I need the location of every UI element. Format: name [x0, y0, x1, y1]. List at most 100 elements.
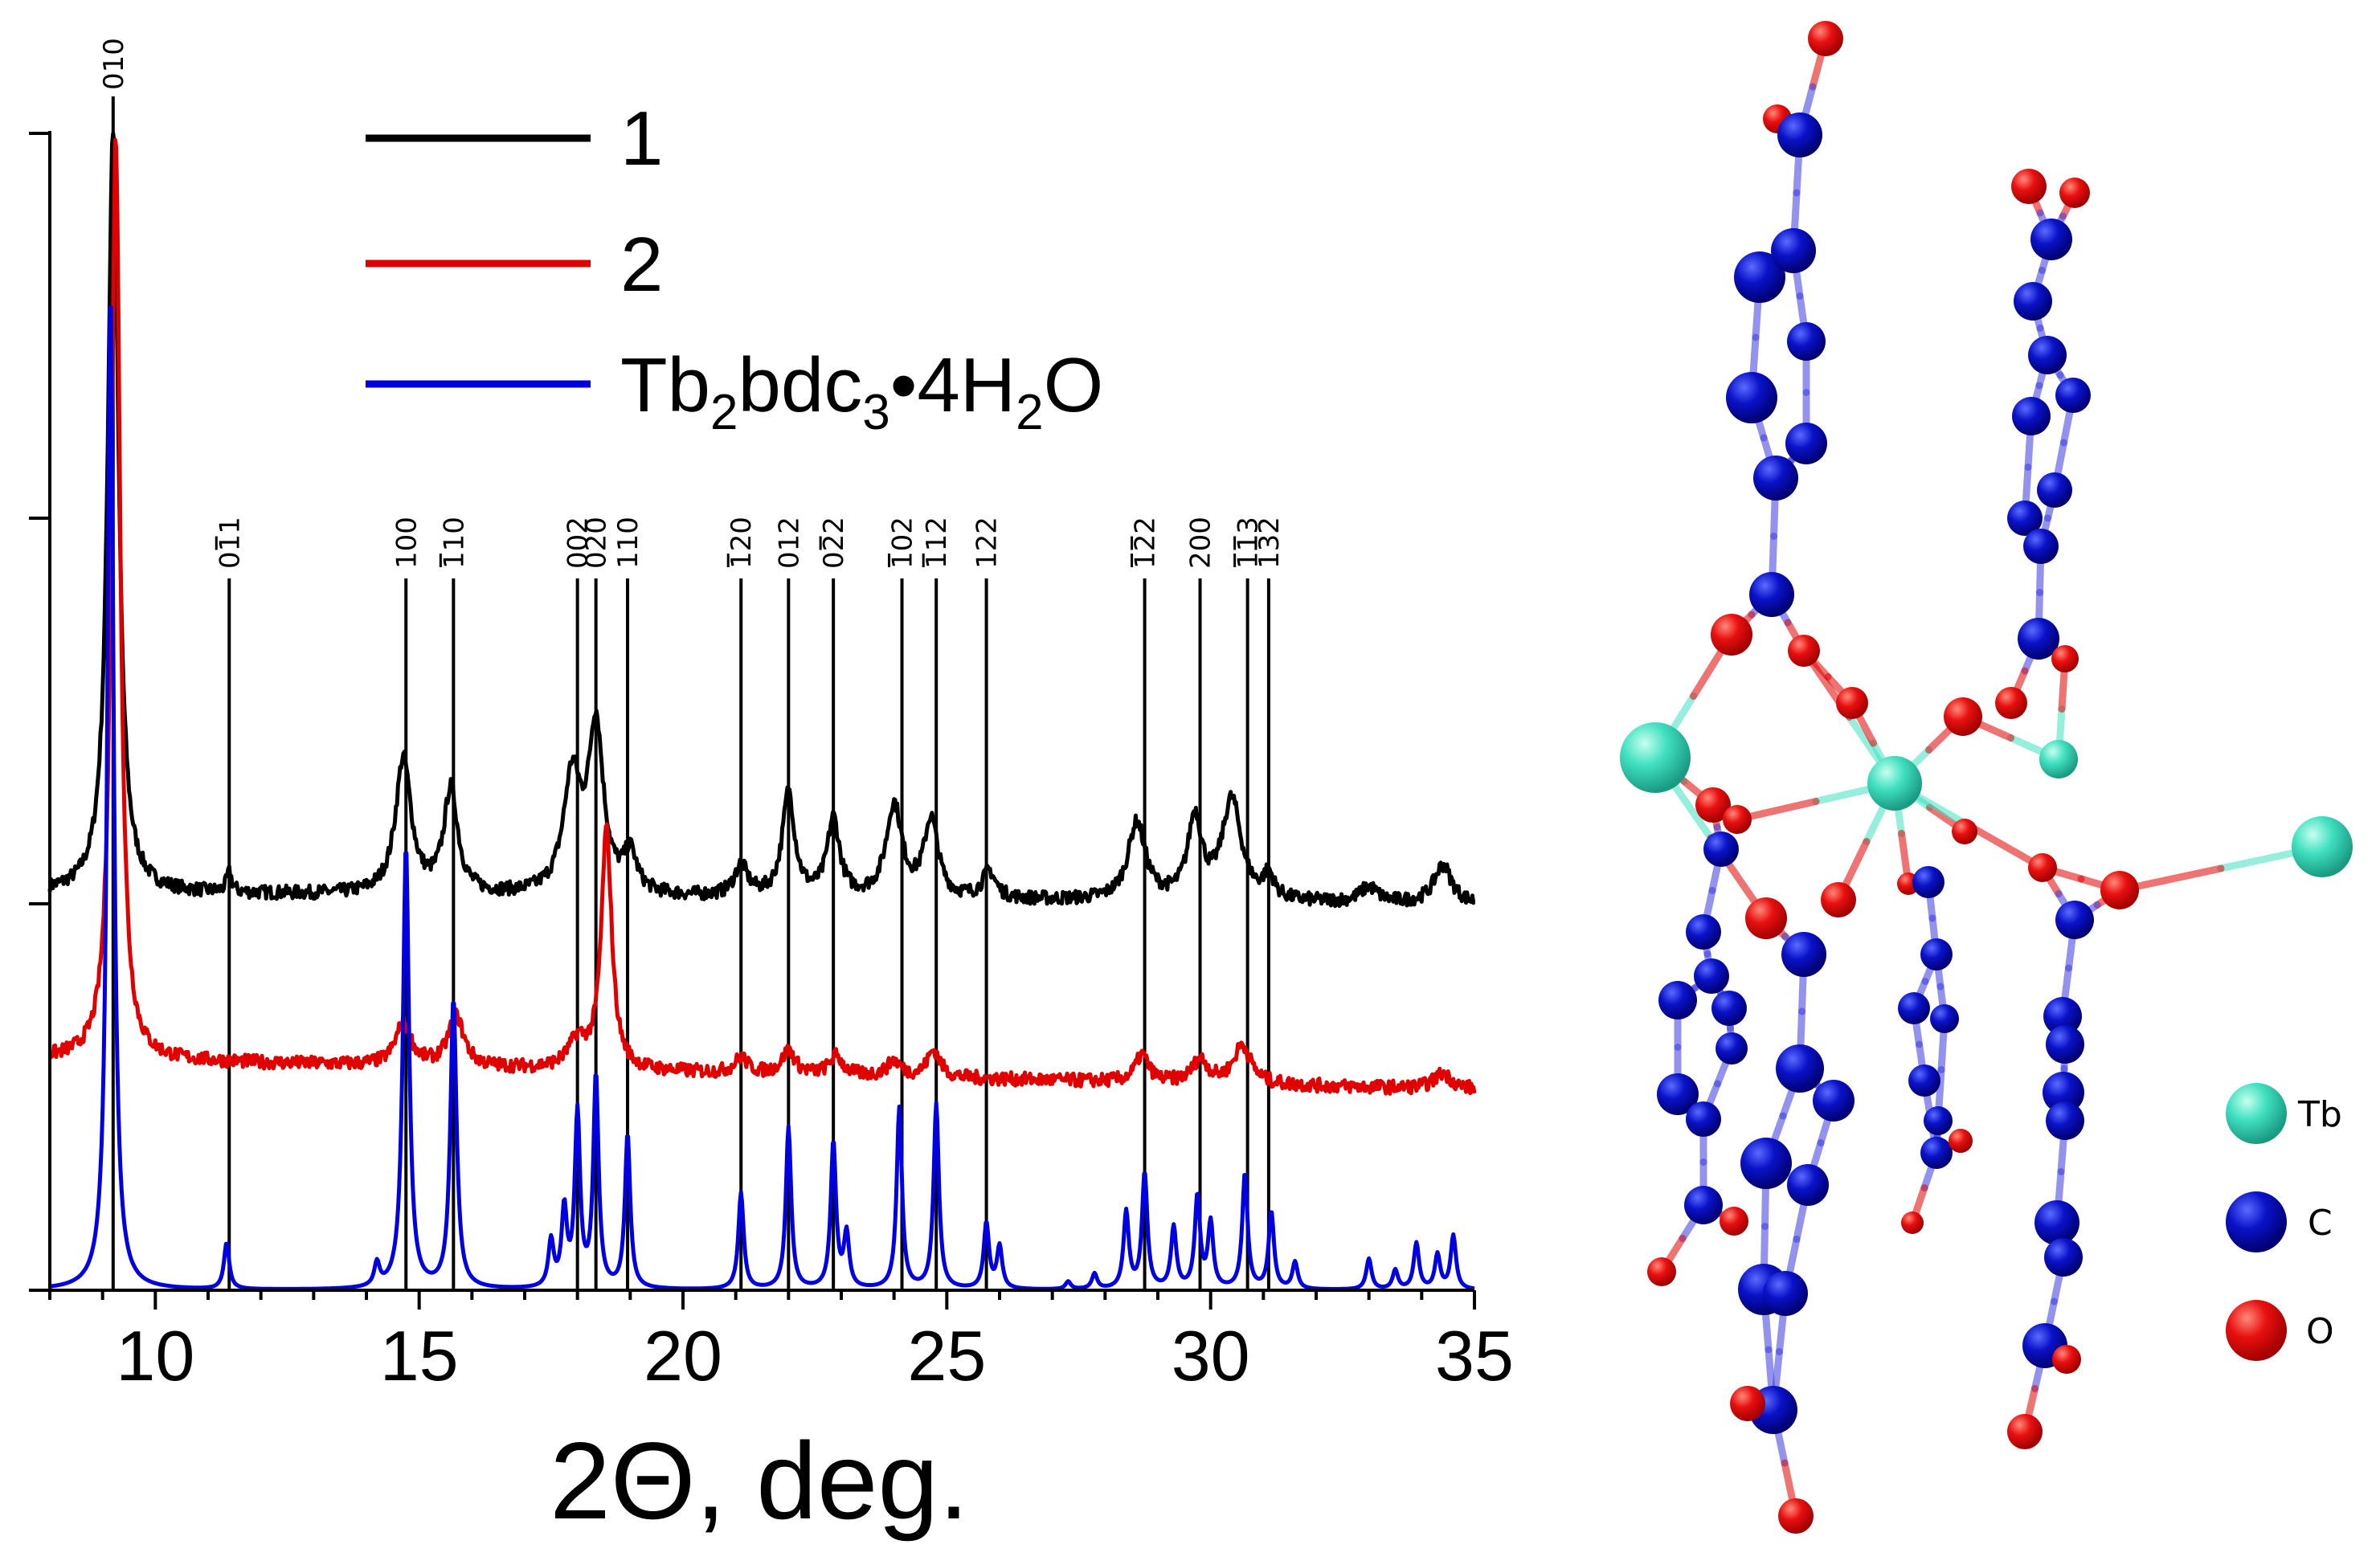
oxygen-atom [1723, 805, 1752, 834]
oxygen-atom [1808, 21, 1843, 56]
oxygen-atom [2100, 871, 2139, 909]
series-1-line [47, 131, 1476, 909]
carbon-atom [1753, 456, 1798, 501]
carbon-atom [1763, 1271, 1808, 1316]
carbon-atom [2055, 378, 2091, 413]
reflection-label: 110 [612, 517, 644, 569]
carbon-atom [1726, 372, 1777, 423]
reflection-label: 011 [214, 517, 246, 569]
carbon-atom [1777, 112, 1822, 157]
carbon-atom [1749, 572, 1794, 617]
reflection-label: 113 [1233, 517, 1265, 569]
legend-label-1: 1 [620, 96, 663, 182]
reflection-label: 010 [98, 38, 130, 90]
oxygen-atom [1778, 1498, 1814, 1534]
carbon-atom [1924, 1106, 1953, 1135]
carbon-atom [2055, 901, 2094, 939]
reflection-label: 012 [773, 517, 805, 569]
carbon-atom [2037, 472, 2072, 508]
legend-o-atom [2226, 1300, 2287, 1361]
carbon-atom [2007, 501, 2043, 536]
oxygen-atom [1949, 1129, 1973, 1153]
carbon-atom [2044, 1238, 2083, 1277]
x-tick-label: 15 [380, 1316, 459, 1395]
oxygen-atom [1995, 687, 2027, 719]
carbon-atom [1711, 991, 1747, 1026]
carbon-atom [2028, 336, 2067, 374]
oxygen-atom [1952, 819, 1977, 844]
chart-legend: 1 2 Tb2bdc3•4H2O [366, 96, 1103, 440]
x-tick-label: 25 [907, 1316, 986, 1395]
oxygen-atom [1695, 787, 1731, 823]
x-tick-labels: 10 15 20 25 30 35 [116, 1316, 1514, 1395]
carbon-atom [1813, 1080, 1855, 1122]
x-axis-label: 2Θ, deg. [550, 1420, 969, 1542]
carbon-atom [2030, 219, 2072, 260]
carbon-atom [1740, 1138, 1792, 1189]
legend-label-2: 2 [620, 222, 663, 308]
terbium-atom [2292, 816, 2353, 877]
legend-o-label: O [2306, 1311, 2334, 1352]
carbon-atom [2012, 397, 2051, 435]
carbon-atom [1771, 228, 1816, 273]
carbon-atom [1686, 1101, 1721, 1137]
carbon-atom [1776, 1044, 1824, 1093]
diffraction-patterns [47, 131, 1477, 1291]
reflection-label: 120 [726, 517, 758, 569]
terbium-atom [2039, 740, 2078, 778]
x-ticks [48, 1290, 1476, 1310]
carbon-atom [1898, 992, 1930, 1024]
carbon-atom [1658, 981, 1697, 1019]
oxygen-atom [1720, 1207, 1748, 1236]
oxygen-atom [2011, 169, 2047, 204]
carbon-atom [2046, 1101, 2084, 1140]
reflection-label: 100 [391, 517, 423, 569]
oxygen-atom [1647, 1257, 1676, 1286]
legend-label-3: Tb2bdc3•4H2O [620, 342, 1103, 440]
legend-tb-atom [2226, 1083, 2287, 1144]
carbon-atom [1787, 1164, 1829, 1206]
x-tick-label: 30 [1172, 1316, 1250, 1395]
reflection-label: 020 [581, 517, 613, 569]
reflection-label: 132 [1253, 517, 1286, 569]
carbon-atom [1684, 1186, 1723, 1224]
carbon-atom [1781, 932, 1826, 977]
crystal-structure [1620, 21, 2353, 1534]
legend-c-label: C [2308, 1203, 2333, 1244]
oxygen-atom [2052, 1345, 2081, 1374]
oxygen-atom [1944, 697, 1982, 736]
x-tick-label: 35 [1435, 1316, 1514, 1395]
structure-legend: Tb C O [2226, 1083, 2342, 1361]
structure-atoms [1620, 21, 2353, 1534]
oxygen-atom [2051, 645, 2079, 672]
reflection-label: 200 [1185, 517, 1217, 569]
carbon-atom [1908, 1064, 1940, 1097]
terbium-atom [1867, 756, 1922, 811]
reflection-label: 112 [921, 517, 953, 569]
carbon-atom [1920, 1137, 1953, 1169]
carbon-atom [1912, 866, 1944, 898]
legend-c-atom [2226, 1191, 2287, 1252]
oxygen-atom [2028, 853, 2057, 882]
oxygen-atom [1730, 1386, 1765, 1421]
reflection-label: 002 [562, 517, 595, 569]
carbon-atom [1920, 938, 1953, 970]
reflection-label: 122 [971, 517, 1004, 569]
oxygen-atom [1901, 1212, 1924, 1234]
carbon-atom [2014, 282, 2052, 321]
carbon-atom [1686, 914, 1721, 950]
carbon-atom [2043, 997, 2082, 1036]
carbon-atom [1734, 251, 1785, 303]
carbon-atom [1715, 1032, 1748, 1064]
reflection-label: 102 [887, 517, 919, 569]
oxygen-atom [1788, 635, 1820, 667]
carbon-atom [1930, 1004, 1959, 1033]
carbon-atom [1703, 832, 1739, 867]
series-3-line [48, 305, 1476, 1291]
carbon-atom [1785, 423, 1827, 464]
series-2-line [47, 137, 1477, 1096]
x-tick-label: 20 [644, 1316, 722, 1395]
